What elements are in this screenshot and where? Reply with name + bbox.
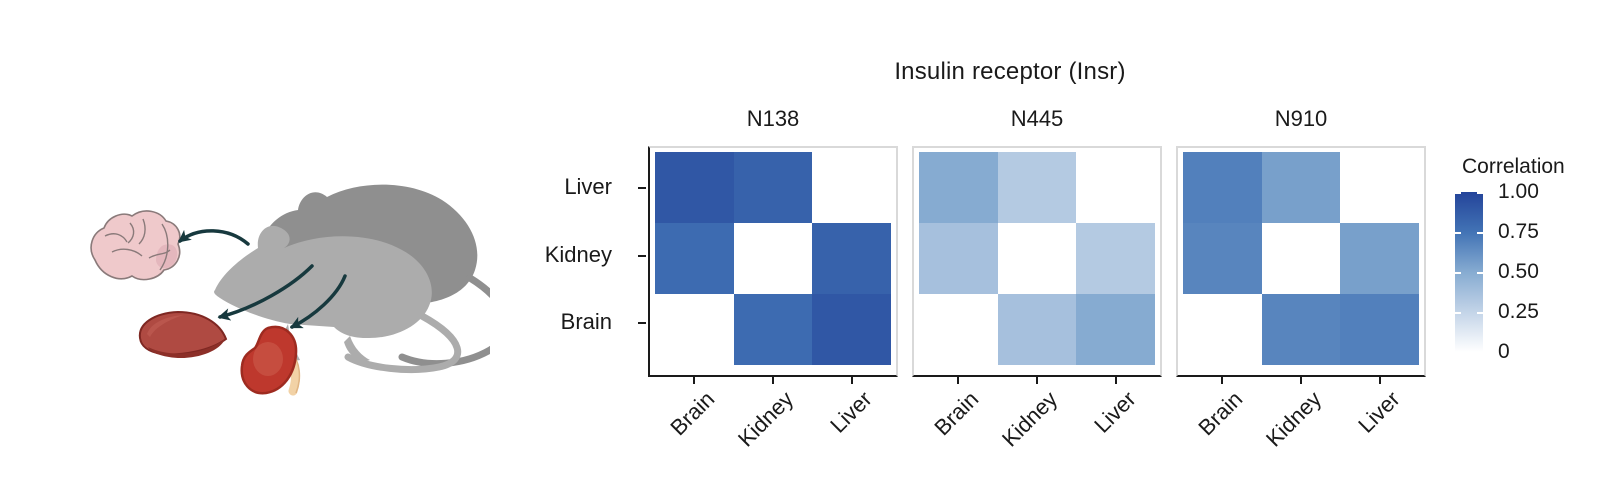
heatmap-cell-liver-kidney <box>733 152 813 223</box>
x-tick <box>693 377 695 384</box>
panel-title: N910 <box>1274 106 1328 131</box>
colorbar-gradient <box>1455 192 1483 352</box>
heatmap-cell-kidney-brain <box>1183 223 1262 294</box>
heatmap-cell-liver-brain <box>919 152 998 223</box>
heatmap-cell-brain-brain <box>1183 294 1262 365</box>
chart-title: Insulin receptor (Insr) <box>894 58 1126 85</box>
heatmap-plot <box>648 146 898 377</box>
x-tick-label: Kidney <box>1260 386 1326 452</box>
colorbar-tick-mark <box>1455 312 1461 314</box>
heatmap-cell-liver-brain <box>655 152 734 223</box>
heatmap-cell-liver-liver <box>812 152 891 223</box>
heatmap-cell-brain-kidney <box>733 294 813 365</box>
heatmap-cell-brain-brain <box>655 294 734 365</box>
heatmap-cell-brain-kidney <box>1261 294 1341 365</box>
x-tick-label: Kidney <box>732 386 798 452</box>
heatmap-plot <box>1176 146 1426 377</box>
heatmap-cell-brain-liver <box>1076 294 1155 365</box>
heatmap-cell-kidney-kidney <box>733 223 813 294</box>
heatmap-cell-liver-brain <box>1183 152 1262 223</box>
colorbar-tick-label: 0.25 <box>1498 300 1539 323</box>
colorbar-tick-mark <box>1477 272 1483 274</box>
heatmap-grid <box>919 152 1155 365</box>
colorbar-tick-mark <box>1477 312 1483 314</box>
panel-title: N445 <box>1010 106 1064 131</box>
arrow-to-liver <box>217 264 314 321</box>
colorbar-tick-label: 0 <box>1498 340 1510 363</box>
y-tick <box>638 322 646 324</box>
heatmap-cell-kidney-brain <box>919 223 998 294</box>
heatmap-cell-liver-liver <box>1076 152 1155 223</box>
liver-illustration <box>138 310 228 359</box>
colorbar-tick-mark <box>1455 272 1461 274</box>
heatmap-cell-kidney-kidney <box>1261 223 1341 294</box>
heatmap-panel-N138: N138 Brain Kidney Liver Liver Kidney Brain <box>545 100 898 492</box>
x-tick-label: Brain <box>664 386 719 441</box>
kidney-illustration <box>240 325 301 396</box>
arrow-to-kidney <box>289 274 347 329</box>
y-tick-label: Kidney <box>544 242 612 267</box>
heatmap-cell-kidney-liver <box>1340 223 1419 294</box>
heatmap-cell-liver-kidney <box>1261 152 1341 223</box>
colorbar-tick-mark <box>1477 232 1483 234</box>
x-tick-label: Liver <box>825 386 877 438</box>
x-tick <box>1036 377 1038 384</box>
colorbar-tick-mark <box>1455 192 1461 194</box>
x-tick-label: Brain <box>1192 386 1247 441</box>
x-tick-label: Liver <box>1353 386 1405 438</box>
heatmap-cell-kidney-brain <box>655 223 734 294</box>
x-tick <box>1115 377 1117 384</box>
colorbar-tick-label: 1.00 <box>1498 180 1539 203</box>
colorbar-tick-mark <box>1455 232 1461 234</box>
arrow-to-brain <box>178 229 250 246</box>
heatmap-plot <box>912 146 1162 377</box>
mouse-organs-illustration <box>90 184 490 396</box>
y-tick <box>638 255 646 257</box>
y-tick <box>638 187 646 189</box>
heatmap-cell-brain-brain <box>919 294 998 365</box>
x-tick-label: Brain <box>928 386 983 441</box>
heatmap-panel-N910: N910 Brain Kidney Liver <box>1176 100 1426 492</box>
x-tick <box>772 377 774 384</box>
heatmap-grid <box>655 152 891 365</box>
y-tick-label: Liver <box>564 174 612 199</box>
heatmap-cell-brain-kidney <box>997 294 1077 365</box>
x-tick <box>957 377 959 384</box>
x-tick <box>1300 377 1302 384</box>
heatmap-cell-brain-liver <box>812 294 891 365</box>
y-tick-label: Brain <box>560 309 612 334</box>
x-tick-label: Liver <box>1089 386 1141 438</box>
colorbar-tick-mark <box>1477 192 1483 194</box>
x-tick <box>851 377 853 384</box>
heatmap-cell-kidney-liver <box>1076 223 1155 294</box>
panel-title: N138 <box>746 106 800 131</box>
heatmap-cell-kidney-liver <box>812 223 891 294</box>
heatmap-cell-liver-kidney <box>997 152 1077 223</box>
colorbar-ticklabels: 1.00 0.75 0.50 0.25 0 <box>1498 180 1588 363</box>
x-tick-label: Kidney <box>996 386 1062 452</box>
colorbar-tick-label: 0.75 <box>1498 220 1539 243</box>
heatmap-panel-N445: N445 Brain Kidney Liver <box>912 100 1162 492</box>
heatmap-cell-liver-liver <box>1340 152 1419 223</box>
heatmap-cell-kidney-kidney <box>997 223 1077 294</box>
x-tick <box>1379 377 1381 384</box>
brain-illustration <box>90 210 181 281</box>
heatmap-cell-brain-liver <box>1340 294 1419 365</box>
colorbar-title: Correlation <box>1462 155 1565 178</box>
x-tick <box>1221 377 1223 384</box>
heatmap-panels: N138 Brain Kidney Liver Liver Kidney Brain N445… <box>545 100 1428 492</box>
colorbar-tick-label: 0.50 <box>1498 260 1539 283</box>
heatmap-grid <box>1183 152 1419 365</box>
